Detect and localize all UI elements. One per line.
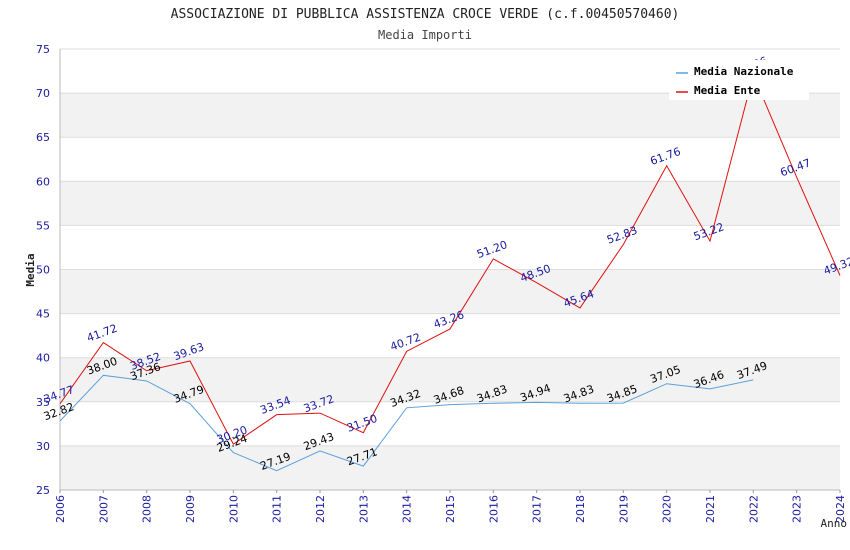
x-tick-label: 2014: [401, 495, 414, 523]
x-axis-ticks: 2006 2007 2008 2009 2010 2011 2012 2013 2014 2015…: [54, 490, 847, 523]
grid-band: [60, 401, 840, 446]
legend: Media Nazionale Media Ente: [669, 60, 809, 100]
grid-band: [60, 137, 840, 182]
x-tick-label: 2021: [704, 495, 717, 523]
y-tick-label: 45: [36, 308, 50, 321]
x-tick-label: 2006: [54, 495, 67, 523]
x-tick-label: 2011: [271, 495, 284, 523]
x-tick-label: 2023: [791, 495, 804, 523]
y-tick-label: 35: [36, 396, 50, 409]
y-tick-label: 50: [36, 264, 50, 277]
x-tick-label: 2007: [97, 495, 110, 523]
x-tick-label: 2017: [531, 495, 544, 523]
x-tick-label: 2010: [227, 495, 240, 523]
series-group: [59, 73, 841, 472]
series-line-ente: [59, 73, 841, 445]
y-axis-label: Media: [24, 253, 37, 286]
legend-label-nazionale: Media Nazionale: [694, 65, 794, 78]
x-tick-label: 2019: [617, 495, 630, 523]
grid-bands: [60, 49, 840, 490]
grid-band: [60, 357, 840, 402]
chart-subtitle: Media Importi: [378, 28, 472, 42]
x-axis-label: Anno: [821, 517, 848, 530]
series-line-nazionale: [59, 374, 754, 472]
x-tick-label: 2022: [747, 495, 760, 523]
x-tick-label: 2013: [357, 495, 370, 523]
x-tick-label: 2012: [314, 495, 327, 523]
y-axis-ticks: 25 30 35 40 45 50 55 60 65 70 75: [36, 43, 50, 497]
y-tick-label: 55: [36, 219, 50, 232]
legend-label-ente: Media Ente: [694, 84, 761, 97]
grid-band: [60, 181, 840, 226]
y-tick-label: 25: [36, 484, 50, 497]
grid-band: [60, 313, 840, 358]
legend-box: [669, 60, 809, 100]
grid-band: [60, 225, 840, 270]
y-tick-label: 30: [36, 440, 50, 453]
grid-band: [60, 93, 840, 138]
y-tick-label: 40: [36, 352, 50, 365]
x-tick-label: 2016: [487, 495, 500, 523]
y-tick-label: 75: [36, 43, 50, 56]
grid-band: [60, 445, 840, 490]
grid-band: [60, 269, 840, 314]
y-tick-label: 60: [36, 175, 50, 188]
y-tick-label: 65: [36, 131, 50, 144]
x-tick-label: 2024: [834, 495, 847, 523]
chart-title: ASSOCIAZIONE DI PUBBLICA ASSISTENZA CROC…: [171, 7, 680, 22]
x-tick-label: 2020: [661, 495, 674, 523]
x-tick-label: 2018: [574, 495, 587, 523]
x-tick-label: 2015: [444, 495, 457, 523]
x-tick-label: 2008: [141, 495, 154, 523]
x-tick-label: 2009: [184, 495, 197, 523]
y-tick-label: 70: [36, 87, 50, 100]
